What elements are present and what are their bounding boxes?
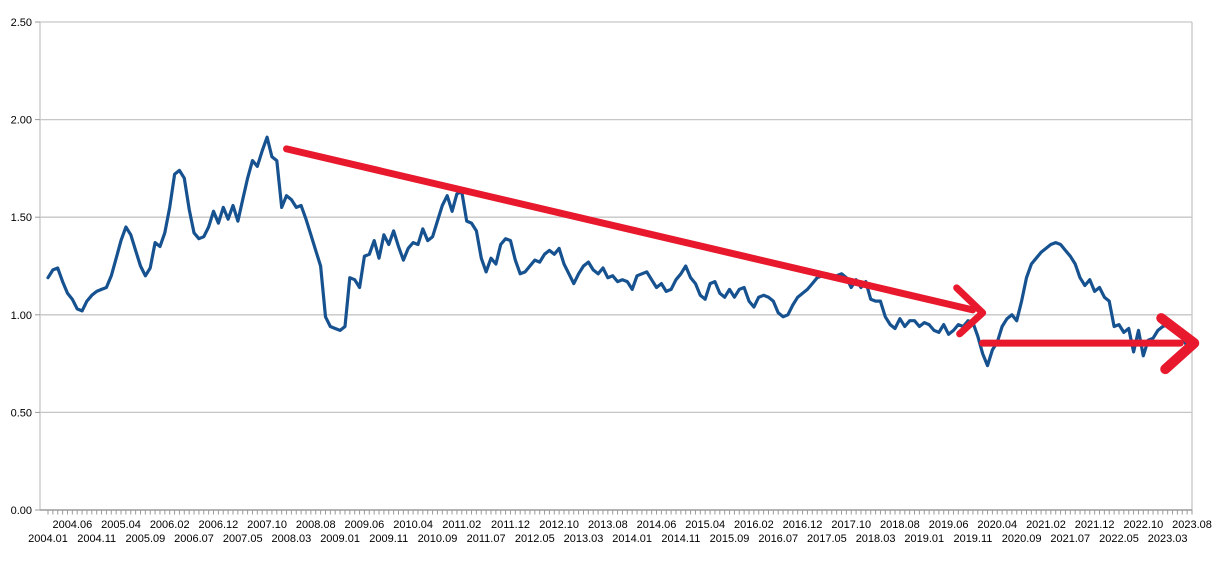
- series-line: [46, 135, 1194, 368]
- downtrend-arrow-head: [953, 284, 987, 338]
- x-axis-label: 2011.02: [442, 519, 481, 531]
- x-axis-label: 2005.09: [125, 533, 165, 545]
- x-axis-label: 2017.05: [807, 533, 847, 545]
- x-axis-label: 2016.12: [783, 519, 823, 531]
- x-axis-label: 2011.12: [491, 519, 530, 531]
- x-axis-label: 2017.10: [831, 519, 871, 531]
- x-axis-label: 2014.06: [637, 519, 677, 531]
- x-axis-label: 2008.08: [296, 519, 336, 531]
- x-axis-label: 2006.07: [174, 533, 214, 545]
- x-axis-label: 2012.10: [539, 519, 579, 531]
- y-axis-labels: 0.00 0.50 1.00 1.50 2.00 2.50: [11, 17, 32, 517]
- axis-ticks: [35, 21, 1193, 515]
- x-axis-label: 2010.09: [418, 533, 458, 545]
- x-axis-label: 2006.12: [199, 519, 239, 531]
- x-axis-label: 2006.02: [150, 519, 190, 531]
- x-axis-label: 2009.01: [320, 533, 360, 545]
- y-axis-label: 1.00: [11, 310, 32, 322]
- x-axis-label: 2013.08: [588, 519, 628, 531]
- x-axis-label: 2023.08: [1172, 519, 1212, 531]
- x-axis-label: 2016.07: [758, 533, 798, 545]
- gridlines: [40, 21, 1192, 511]
- x-axis-label: 2004.06: [52, 519, 92, 531]
- x-axis-label: 2009.06: [345, 519, 385, 531]
- x-axis-label: 2011.07: [467, 533, 506, 545]
- x-axis-label: 2009.11: [369, 533, 408, 545]
- x-axis-label: 2004.11: [77, 533, 116, 545]
- y-axis-label: 0.00: [11, 505, 32, 517]
- x-axis-label: 2014.01: [612, 533, 652, 545]
- x-axis-label: 2019.11: [953, 533, 992, 545]
- x-axis-label: 2020.09: [1002, 533, 1042, 545]
- y-axis-label: 0.50: [11, 407, 32, 419]
- x-axis-label: 2022.10: [1123, 519, 1163, 531]
- x-axis-label: 2021.07: [1050, 533, 1090, 545]
- x-axis-labels: 2004.01 2004.06 2004.11 2005.04 2005.09 2006.…: [28, 519, 1212, 545]
- x-axis-label: 2012.05: [515, 533, 555, 545]
- x-axis-label: 2023.03: [1148, 533, 1188, 545]
- x-axis-label: 2015.09: [710, 533, 750, 545]
- x-axis-label: 2013.03: [564, 533, 604, 545]
- sideways-arrow-head: [1156, 313, 1200, 375]
- x-axis-label: 2010.04: [393, 519, 433, 531]
- x-axis-label: 2007.10: [247, 519, 287, 531]
- downtrend-arrow-shaft: [283, 145, 977, 314]
- annotation-arrows: [283, 145, 1200, 375]
- plot-border: [39, 22, 1193, 511]
- x-axis-label: 2019.01: [904, 533, 944, 545]
- x-axis-label: 2018.03: [856, 533, 896, 545]
- x-axis-label: 2018.08: [880, 519, 920, 531]
- x-axis-label: 2019.06: [929, 519, 969, 531]
- x-axis-label: 2008.03: [272, 533, 312, 545]
- x-axis-label: 2020.04: [977, 519, 1017, 531]
- y-axis-label: 1.50: [11, 212, 32, 224]
- y-axis-label: 2.00: [11, 115, 32, 127]
- x-axis-label: 2015.04: [685, 519, 725, 531]
- x-axis-label: 2022.05: [1099, 533, 1139, 545]
- x-axis-label: 2007.05: [223, 533, 263, 545]
- x-axis-label: 2021.12: [1075, 519, 1115, 531]
- x-axis-label: 2014.11: [661, 533, 700, 545]
- series-group: [46, 135, 1194, 368]
- x-axis-label: 2021.02: [1026, 519, 1066, 531]
- x-axis-label: 2016.02: [734, 519, 774, 531]
- x-axis-label: 2005.04: [101, 519, 141, 531]
- x-axis-label: 2004.01: [28, 533, 68, 545]
- y-axis-label: 2.50: [11, 17, 32, 29]
